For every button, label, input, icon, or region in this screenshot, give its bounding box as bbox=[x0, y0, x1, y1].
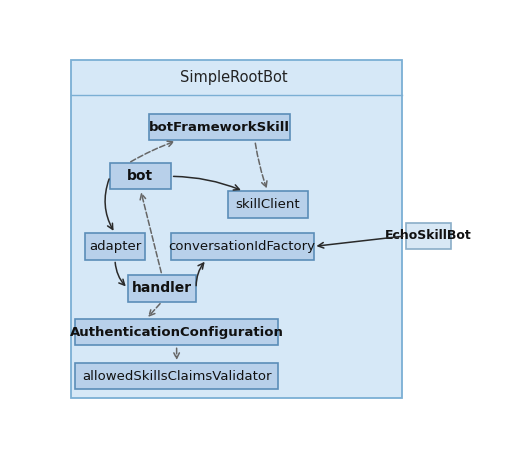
FancyBboxPatch shape bbox=[85, 233, 145, 259]
Text: AuthenticationConfiguration: AuthenticationConfiguration bbox=[70, 326, 284, 339]
Text: botFrameworkSkill: botFrameworkSkill bbox=[149, 121, 290, 134]
Text: EchoSkillBot: EchoSkillBot bbox=[385, 229, 472, 243]
FancyBboxPatch shape bbox=[75, 319, 278, 345]
FancyBboxPatch shape bbox=[128, 275, 196, 302]
FancyBboxPatch shape bbox=[71, 60, 401, 398]
Text: adapter: adapter bbox=[89, 240, 141, 253]
Text: conversationIdFactory: conversationIdFactory bbox=[169, 240, 316, 253]
FancyBboxPatch shape bbox=[149, 114, 290, 141]
FancyBboxPatch shape bbox=[75, 363, 278, 389]
FancyBboxPatch shape bbox=[227, 191, 308, 217]
Text: skillClient: skillClient bbox=[235, 198, 300, 211]
Text: allowedSkillsClaimsValidator: allowedSkillsClaimsValidator bbox=[82, 369, 271, 383]
FancyBboxPatch shape bbox=[171, 233, 314, 259]
FancyBboxPatch shape bbox=[406, 223, 450, 249]
Text: bot: bot bbox=[127, 169, 154, 183]
FancyBboxPatch shape bbox=[110, 163, 171, 189]
Text: SimpleRootBot: SimpleRootBot bbox=[180, 70, 287, 85]
Text: handler: handler bbox=[132, 282, 192, 295]
